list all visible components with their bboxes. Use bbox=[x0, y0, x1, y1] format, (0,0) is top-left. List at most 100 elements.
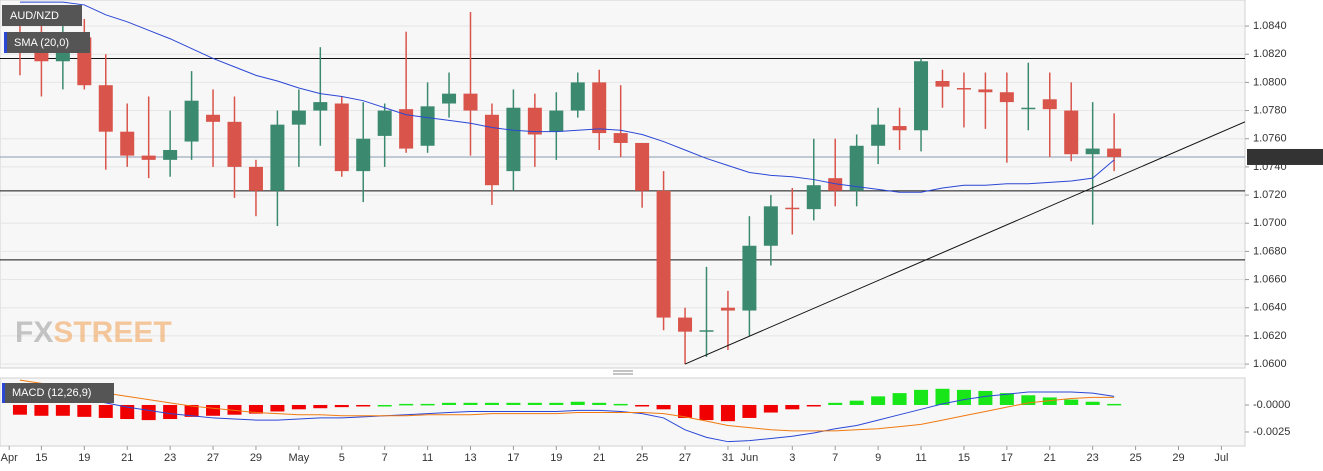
histogram-bar bbox=[978, 390, 993, 405]
histogram-bar bbox=[763, 404, 778, 413]
x-tick-label: May bbox=[288, 452, 309, 464]
candle-body bbox=[742, 245, 757, 311]
macd-label: MACD (12,26,9) bbox=[12, 387, 91, 399]
candle-body bbox=[592, 82, 607, 134]
candle-body bbox=[871, 124, 886, 146]
candle-body bbox=[248, 166, 263, 191]
histogram-bar bbox=[12, 404, 27, 415]
histogram-bar bbox=[377, 404, 392, 407]
candle-body bbox=[978, 89, 993, 93]
histogram-bar bbox=[785, 404, 800, 410]
x-tick-label: Jun bbox=[741, 452, 759, 464]
histogram-bar bbox=[163, 404, 178, 420]
macd-box[interactable] bbox=[2, 383, 114, 403]
histogram-bar bbox=[98, 404, 113, 418]
y-tick-label: 1.0680 bbox=[1253, 245, 1287, 257]
y-tick-label: 1.0720 bbox=[1253, 189, 1287, 201]
candle-body bbox=[484, 114, 499, 186]
candle-body bbox=[549, 110, 564, 132]
candle-body bbox=[785, 207, 800, 210]
candle-body bbox=[1042, 99, 1057, 110]
candle-body bbox=[120, 131, 135, 156]
y-tick-label: 1.0620 bbox=[1253, 330, 1287, 342]
watermark: FXSTREET bbox=[15, 316, 172, 349]
macd-line bbox=[19, 379, 1115, 432]
histogram-bar bbox=[699, 404, 714, 421]
last-price-box bbox=[1247, 148, 1323, 165]
x-tick-label: 9 bbox=[875, 452, 881, 464]
candle-body bbox=[635, 142, 650, 191]
x-tick-label: 21 bbox=[1044, 452, 1056, 464]
histogram-bar bbox=[892, 393, 907, 405]
candle-body bbox=[935, 80, 950, 87]
candle-body bbox=[163, 149, 178, 160]
candle-body bbox=[227, 121, 242, 167]
y-tick-label: 1.0760 bbox=[1253, 133, 1287, 145]
histogram-bar bbox=[914, 389, 929, 405]
x-tick-label: 27 bbox=[679, 452, 691, 464]
watermark-fx: FX bbox=[15, 316, 53, 349]
x-tick-label: 19 bbox=[78, 452, 90, 464]
histogram-bar bbox=[806, 404, 821, 407]
main-plot bbox=[0, 1, 1245, 365]
histogram-bar bbox=[956, 389, 971, 405]
histogram-bar bbox=[291, 404, 306, 410]
x-tick-label: 27 bbox=[207, 452, 219, 464]
y-tick-label: 1.0780 bbox=[1253, 104, 1287, 116]
candle-body bbox=[313, 102, 328, 111]
histogram-bar bbox=[635, 404, 650, 407]
x-tick-label: 19 bbox=[550, 452, 562, 464]
histogram-bar bbox=[399, 403, 414, 406]
candle-body bbox=[334, 103, 349, 172]
candle-body bbox=[184, 100, 199, 142]
y-tick-label: 1.0640 bbox=[1253, 302, 1287, 314]
x-tick-label: 15 bbox=[35, 452, 47, 464]
x-tick-label: 15 bbox=[958, 452, 970, 464]
candle-body bbox=[506, 107, 521, 172]
histogram-bar bbox=[184, 404, 199, 417]
panel-resize-handle[interactable] bbox=[613, 370, 633, 375]
x-tick-label: 5 bbox=[339, 452, 345, 464]
histogram-bar bbox=[313, 404, 328, 409]
candle-body bbox=[270, 124, 285, 191]
histogram-bar bbox=[334, 404, 349, 408]
x-tick-label: 7 bbox=[382, 452, 388, 464]
candle-body bbox=[849, 145, 864, 191]
histogram-bar bbox=[720, 404, 735, 422]
y-tick-label: 1.0820 bbox=[1253, 48, 1287, 60]
x-tick-label: Apr bbox=[1, 452, 18, 464]
histogram-bar bbox=[1107, 403, 1122, 406]
candle-body bbox=[828, 178, 843, 191]
histogram-bar bbox=[871, 396, 886, 405]
y-tick-label: -0.0000 bbox=[1253, 399, 1290, 411]
candle-body bbox=[1064, 110, 1079, 155]
y-tick-label: 1.0840 bbox=[1253, 20, 1287, 32]
candle-body bbox=[914, 61, 929, 131]
histogram-bar bbox=[1064, 399, 1079, 405]
candle-body bbox=[291, 110, 306, 125]
y-tick-label: 1.0660 bbox=[1253, 273, 1287, 285]
histogram-bar bbox=[206, 404, 221, 416]
sma-swatch bbox=[4, 32, 7, 53]
sma-box[interactable] bbox=[4, 32, 90, 53]
x-tick-label: 25 bbox=[636, 452, 648, 464]
sma-label: SMA (20,0) bbox=[14, 37, 69, 49]
candle-body bbox=[1085, 148, 1100, 155]
histogram-bar bbox=[742, 404, 757, 418]
x-tick-label: 25 bbox=[1129, 452, 1141, 464]
symbol-box[interactable] bbox=[2, 5, 82, 26]
candle-body bbox=[806, 185, 821, 210]
candle-body bbox=[720, 307, 735, 311]
histogram-bar bbox=[356, 404, 371, 407]
macd-plot bbox=[12, 379, 1122, 443]
candle-body bbox=[356, 138, 371, 172]
histogram-bar bbox=[527, 402, 542, 405]
histogram-bar bbox=[248, 404, 263, 414]
y-tick-label: 1.0800 bbox=[1253, 76, 1287, 88]
x-tick-label: 17 bbox=[1001, 452, 1013, 464]
last-price-label: 1.074704 bbox=[1253, 151, 1300, 163]
x-tick-label: 21 bbox=[121, 452, 133, 464]
histogram-bar bbox=[506, 402, 521, 405]
histogram-bar bbox=[570, 401, 585, 405]
